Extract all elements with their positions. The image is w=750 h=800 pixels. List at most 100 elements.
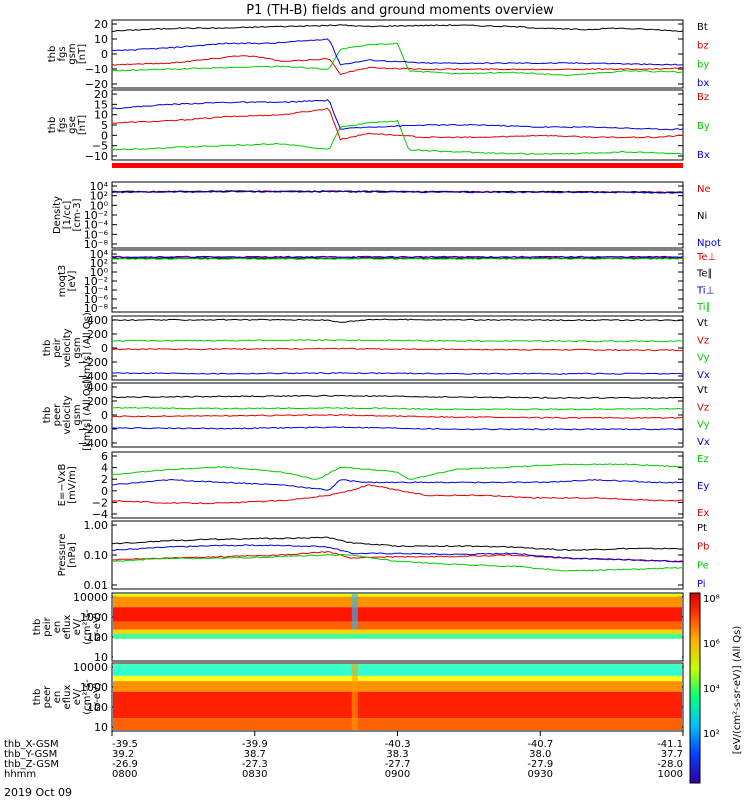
- series-line-Ti⊥: [111, 255, 684, 258]
- panel-frame: [111, 382, 684, 448]
- series-line-Npot: [111, 190, 683, 194]
- colorbar-tick: 10²: [703, 729, 720, 740]
- spectrogram-band: [113, 681, 682, 692]
- time-axis-row-label: thb_Y-GSM: [4, 749, 57, 760]
- y-tick-label: 400: [87, 381, 108, 394]
- panel-pressure: Pressure[nPa] 1.00 0.10 0.01 Pt Pb Pe Pi: [57, 519, 709, 592]
- spectrogram-band: [113, 664, 682, 668]
- time-axis-value: 0900: [385, 769, 410, 780]
- panel-frame: [111, 451, 684, 519]
- time-axis-value: 37.7: [661, 749, 683, 760]
- y-tick-label: 1000: [80, 611, 108, 624]
- y-tick-label: 100: [87, 631, 108, 644]
- y-tick-label: 0: [101, 129, 108, 142]
- series-line-Pe: [111, 553, 683, 572]
- y-tick-label: 10⁻⁶: [84, 293, 109, 306]
- y-tick-label: 0: [101, 485, 108, 498]
- legend-Vt: Vt: [697, 318, 708, 329]
- panel-fgs_gsm: thbfgsgsm[nT] 20 10 0 −10 −20 Bt bz by bx: [47, 18, 709, 91]
- panel-ylabel: thbpeerenefluxeV/(cm²-s-sr-eV): [32, 679, 103, 715]
- colorbar-tick: 10⁴: [703, 684, 720, 695]
- y-tick-label: 10: [94, 109, 108, 122]
- legend-Ey: Ey: [697, 481, 709, 492]
- series-line-Vt: [111, 394, 684, 399]
- legend-Bx: Bx: [697, 150, 710, 161]
- panel-peer_velocity: thbpeervelocitygsm[km/s] (All Qs)4002000…: [42, 379, 710, 451]
- y-tick-label: 0: [101, 48, 108, 61]
- panel-ylabel: Density[1/cc][cm-3]: [52, 196, 83, 234]
- y-tick-label: −4: [92, 508, 108, 521]
- date-label: 2019 Oct 09: [4, 786, 72, 799]
- legend-Bt: Bt: [697, 22, 708, 33]
- time-axis-value: 38.3: [386, 749, 408, 760]
- y-tick-label: 1.00: [84, 519, 109, 532]
- panel-peir_velocity: thbpeirvelocitygsm[km/s] (All Qs)4002000…: [42, 312, 710, 384]
- y-tick-label: 10²: [90, 257, 108, 270]
- legend-Bz: Bz: [697, 92, 709, 103]
- y-tick-label: 20: [94, 88, 108, 101]
- time-axis-value: -39.9: [242, 739, 268, 750]
- legend-Ni: Ni: [697, 211, 707, 222]
- y-tick-label: −200: [78, 423, 108, 436]
- y-tick-label: 4: [101, 462, 108, 475]
- panel-ylabel: Pressure[nPa]: [57, 534, 78, 577]
- series-line-By: [111, 119, 684, 156]
- legend-Vy: Vy: [697, 420, 710, 431]
- spectrogram-band: [113, 718, 682, 730]
- time-axis-value: 0830: [242, 769, 267, 780]
- time-axis-value: 38.0: [529, 749, 551, 760]
- spectrogram-feature: [351, 594, 358, 630]
- panel-ylabel: thbfgsgse[nT]: [47, 115, 88, 135]
- y-tick-label: −200: [78, 356, 108, 369]
- spectrogram-feature: [351, 664, 358, 730]
- panel-frame: [111, 19, 684, 89]
- y-tick-label: 0: [101, 409, 108, 422]
- y-tick-label: 10: [94, 721, 108, 734]
- y-tick-label: 10: [94, 33, 108, 46]
- y-tick-label: 400: [87, 314, 108, 327]
- panel-density: Density[1/cc][cm-3] 10⁴10²10⁰10⁻²10⁻⁴10⁻⁶…: [52, 180, 721, 251]
- series-line-Ey: [111, 478, 684, 491]
- colorbar-tick: 10⁶: [703, 639, 720, 650]
- y-tick-label: 0.01: [84, 579, 109, 592]
- time-axis-value: -27.9: [527, 759, 553, 770]
- y-tick-label: 6: [101, 450, 108, 463]
- series-line-Ez: [111, 463, 684, 480]
- panel-ylabel: thbpeirenefluxeV/(cm²-s-sr-eV): [32, 609, 103, 645]
- legend-Pt: Pt: [697, 523, 707, 534]
- panel-ylabel: thbfgsgsm[nT]: [47, 43, 88, 64]
- time-axis-row-label: hhmm: [4, 769, 36, 780]
- time-axis-value: -26.9: [112, 759, 138, 770]
- legend-Pi: Pi: [697, 579, 706, 590]
- series-line-Vx: [111, 371, 684, 375]
- legend-by: by: [697, 59, 709, 70]
- y-tick-label: 10⁻⁶: [84, 228, 109, 241]
- legend-Vy: Vy: [697, 353, 710, 364]
- series-line-Bt: [112, 24, 684, 33]
- time-axis-value: -27.7: [385, 759, 411, 770]
- spectrogram-band: [113, 594, 682, 597]
- time-axis-value: -40.3: [385, 739, 411, 750]
- panel-ylabel: E=−VxB[mV/m]: [57, 464, 78, 507]
- time-axis-value: 0800: [112, 769, 137, 780]
- y-tick-label: 10⁻²: [84, 209, 108, 222]
- series-line-Vx: [111, 426, 683, 431]
- spectrogram-band: [113, 638, 682, 660]
- series-line-Ex: [111, 484, 684, 505]
- series-line-Ti∥: [111, 257, 684, 260]
- time-axis-value: -39.5: [112, 739, 138, 750]
- legend-Ti⊥: Ti⊥: [696, 285, 714, 296]
- series-line-Bz: [111, 107, 684, 141]
- legend-Pe: Pe: [697, 560, 709, 571]
- panel-frame: [111, 520, 684, 590]
- y-tick-label: 10: [94, 651, 108, 664]
- panels: thbfgsgsm[nT]20100−10−20Btbzbybxthbfgsgs…: [32, 18, 743, 784]
- chart-title: P1 (TH-B) fields and ground moments over…: [246, 3, 554, 18]
- legend-Npot: Npot: [697, 238, 721, 249]
- time-axis-value: -28.0: [657, 759, 683, 770]
- series-line-Pt: [111, 536, 684, 552]
- time-axis-value: 0930: [528, 769, 553, 780]
